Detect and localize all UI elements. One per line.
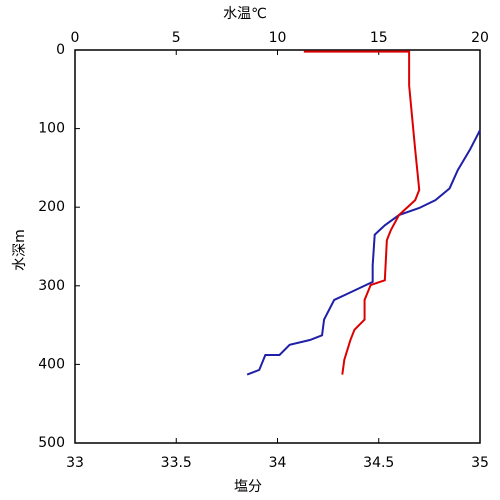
x2-tick-label: 0 [71, 30, 80, 46]
y-tick-label: 500 [38, 435, 65, 451]
x-tick-label: 35 [471, 455, 489, 471]
profile-line [303, 50, 421, 375]
y-tick-label: 400 [38, 356, 65, 372]
x-tick-label: 33.5 [161, 455, 192, 471]
y-tick-label: 200 [38, 199, 65, 215]
profile-line [246, 129, 481, 376]
x-tick-label: 34.5 [363, 455, 394, 471]
y-tick-label: 100 [38, 121, 65, 137]
x2-tick-label: 5 [172, 30, 181, 46]
x2-axis-title: 水温℃ [223, 6, 267, 22]
x2-tick-label: 15 [370, 30, 388, 46]
y-tick-label: 0 [56, 42, 65, 58]
x2-tick-label: 10 [269, 30, 287, 46]
x-tick-label: 34 [269, 455, 287, 471]
x-axis-title: 塩分 [234, 479, 262, 495]
plot-frame [74, 49, 481, 444]
x2-tick-label: 20 [471, 30, 489, 46]
y-tick-label: 300 [38, 278, 65, 294]
x-tick-label: 33 [66, 455, 84, 471]
y-axis-title: 水深m [12, 229, 28, 271]
